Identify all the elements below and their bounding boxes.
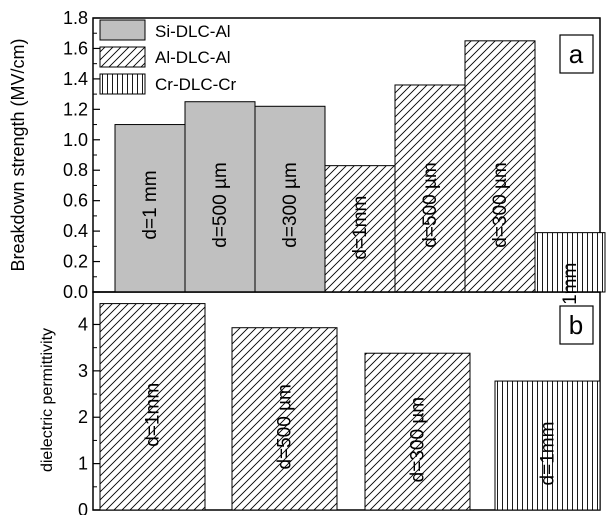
- panel-a-letter: a: [569, 39, 584, 69]
- b-y-tick-label: 2: [78, 407, 88, 427]
- legend-item-si-dlc-al: Si-DLC-Al: [99, 19, 231, 41]
- panel-a-letter-box: a: [559, 34, 594, 74]
- legend-swatch-si-dlc-al: [99, 19, 146, 41]
- a-y-tick-label: 0.4: [63, 221, 88, 241]
- a-y-tick-label: 0.2: [63, 252, 88, 272]
- panel-b: d=1mm d=500 µm d=300 µm d=1mm 0 1 2 3 4 dielect…: [39, 291, 601, 515]
- b-y-tick-label: 4: [78, 314, 88, 334]
- a-bar-label: d=500 µm: [420, 162, 441, 247]
- panel-b-y-ticks: 0 1 2 3 4: [78, 314, 100, 515]
- a-bar-al-dlc-al-d-300-m: [464, 40, 536, 293]
- panel-b-y-axis-title: dielectric permittivity: [39, 328, 56, 472]
- a-bar-label: d=1 mm: [140, 170, 161, 239]
- a-bar-label: d=1mm: [350, 196, 371, 260]
- panel-a: d=1 mm d=500 µm d=300 µm d=1mm d=500 µm d=300…: [8, 8, 606, 327]
- a-bar-label: d=300 µm: [280, 162, 301, 247]
- b-bar-label: d=500 µm: [275, 384, 296, 469]
- b-y-tick-label: 0: [78, 500, 88, 515]
- a-bar-label: d=300 µm: [490, 162, 511, 247]
- a-bar-si-dlc-al-d-500-m: [184, 101, 256, 293]
- panel-b-letter: b: [569, 310, 583, 340]
- legend: Si-DLC-Al Al-DLC-Al Cr-DLC-Cr: [99, 19, 237, 95]
- a-y-tick-label: 1.8: [63, 8, 88, 28]
- a-bar-label: d=500 µm: [210, 162, 231, 247]
- b-y-tick-label: 3: [78, 361, 88, 381]
- panel-b-bars: d=1mm d=500 µm d=300 µm d=1mm: [99, 303, 601, 511]
- a-bar-si-dlc-al-d-1-mm: [114, 124, 186, 293]
- a-y-tick-label: 0.0: [63, 282, 88, 302]
- b-bar-al-dlc-al-d-300-m: [364, 352, 471, 511]
- b-y-tick-label: 1: [78, 454, 88, 474]
- legend-item-al-dlc-al: Al-DLC-Al: [99, 46, 231, 68]
- b-bar-label: d=1mm: [143, 383, 164, 447]
- b-bar-label: d=1mm: [538, 422, 559, 486]
- a-y-tick-label: 1.6: [63, 38, 88, 58]
- panel-a-y-axis-title: Breakdown strength (MV/cm): [8, 38, 28, 271]
- a-y-tick-label: 1.0: [63, 130, 88, 150]
- legend-item-cr-dlc-cr: Cr-DLC-Cr: [99, 73, 237, 95]
- a-y-tick-label: 0.8: [63, 160, 88, 180]
- legend-label-cr-dlc-cr: Cr-DLC-Cr: [155, 75, 237, 94]
- a-y-tick-label: 0.6: [63, 191, 88, 211]
- panel-a-bars: d=1 mm d=500 µm d=300 µm d=1mm d=500 µm d=300…: [114, 40, 606, 327]
- b-bar-cr-dlc-cr-d-1mm: [494, 380, 601, 511]
- legend-swatch-al-dlc-al: [99, 46, 146, 68]
- a-bar-cr-dlc-cr-d-1mm: [534, 232, 606, 293]
- legend-swatch-cr-dlc-cr: [99, 73, 146, 95]
- a-y-tick-label: 1.2: [63, 99, 88, 119]
- a-y-tick-label: 1.4: [63, 69, 88, 89]
- panel-b-letter-box: b: [559, 305, 594, 345]
- legend-label-al-dlc-al: Al-DLC-Al: [155, 48, 231, 67]
- panel-a-y-ticks: 0.0 0.2 0.4 0.6 0.8 1.0 1.2 1.4 1.6 1.8: [63, 8, 100, 302]
- legend-label-si-dlc-al: Si-DLC-Al: [155, 22, 231, 41]
- b-bar-label: d=300 µm: [408, 397, 429, 482]
- b-bar-al-dlc-al-d-500-m: [231, 327, 338, 511]
- b-bar-al-dlc-al-d-1mm: [99, 303, 206, 511]
